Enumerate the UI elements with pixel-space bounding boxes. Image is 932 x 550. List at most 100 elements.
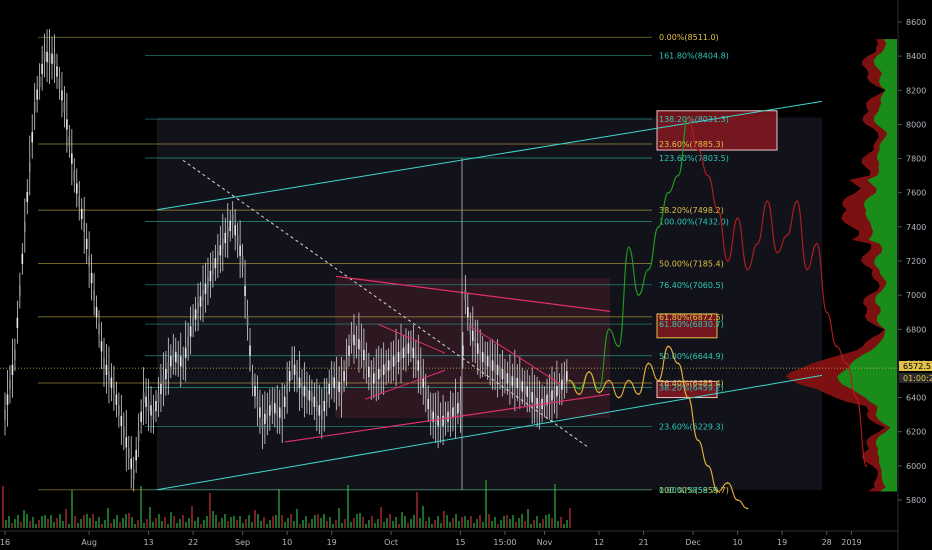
volume-bar: [341, 523, 343, 528]
candle-body: [429, 409, 432, 420]
inner-wedge-lower: [364, 369, 446, 400]
x-tick-label: 28: [822, 538, 832, 547]
volume-bar: [320, 518, 322, 528]
candle-body: [296, 371, 298, 382]
volume-bar: [107, 508, 109, 528]
volume-bar: [26, 514, 28, 528]
y-tick-label: 6200: [906, 428, 926, 437]
y-tick-label: 8000: [906, 120, 926, 129]
volume-bar: [95, 521, 97, 528]
projection-point: [637, 294, 640, 297]
candle-body: [43, 51, 46, 62]
candle-body: [266, 409, 269, 420]
volume-bar: [251, 522, 253, 528]
volume-bar: [485, 480, 487, 528]
fib-level-label: 76.40%(7060.5): [659, 281, 724, 290]
candle-body: [231, 214, 234, 226]
volume-bar: [353, 518, 355, 528]
fib-level-label: 0.00%(8511.0): [659, 33, 719, 42]
candle-body: [105, 364, 108, 375]
candle-body: [61, 90, 63, 101]
y-tick-label: 6000: [906, 462, 926, 471]
volume-bar: [359, 513, 361, 528]
candle-body: [14, 349, 16, 361]
fib-level-label: 38.20%(6459.2): [659, 383, 724, 392]
volume-bar: [5, 520, 7, 528]
candle-body: [427, 398, 430, 410]
candle-body: [476, 343, 479, 354]
candle-body: [244, 285, 246, 296]
volume-bar: [332, 524, 334, 528]
candle-body: [256, 396, 259, 407]
candle-body: [365, 358, 368, 369]
candle-body: [68, 136, 71, 147]
volume-bar: [551, 518, 553, 528]
volume-bar: [278, 489, 280, 528]
volume-bar: [398, 524, 400, 528]
projection-point: [756, 243, 759, 245]
candle-body: [174, 351, 177, 363]
candle-body: [187, 336, 189, 348]
candle-body: [494, 362, 496, 373]
candle-body: [437, 415, 439, 427]
volume-profile: [785, 39, 897, 492]
candle-body: [291, 358, 293, 369]
candle-body: [439, 418, 442, 429]
candle-body: [264, 413, 266, 425]
projection-point: [865, 464, 868, 467]
candle-body: [434, 413, 437, 425]
candle-body: [392, 356, 395, 367]
volume-bar: [458, 521, 460, 528]
volume-bar: [8, 516, 10, 528]
volume-bar: [308, 523, 310, 528]
volume-bar: [233, 516, 235, 528]
candle-body: [462, 345, 464, 356]
candle-body: [563, 375, 566, 386]
candle-body: [469, 324, 472, 335]
volume-bar: [101, 524, 103, 528]
candle-body: [499, 366, 501, 378]
candle-body: [31, 132, 34, 143]
volume-bar: [416, 492, 418, 528]
volume-bar: [302, 520, 304, 528]
x-tick-label: Nov: [537, 538, 553, 547]
volume-bar: [236, 520, 238, 528]
volume-bar: [125, 514, 127, 528]
projection-point: [707, 174, 709, 177]
candle-body: [328, 383, 331, 395]
volume-bar: [338, 508, 340, 528]
volume-bar: [512, 515, 514, 528]
candle-body: [239, 245, 241, 256]
volume-bar: [305, 516, 307, 528]
candle-body: [120, 415, 123, 427]
volume-bar: [317, 514, 319, 528]
candle-body: [504, 371, 506, 382]
candle-body: [464, 290, 467, 301]
candle-body: [222, 238, 224, 250]
candle-body: [147, 400, 150, 412]
volume-bar: [356, 514, 358, 528]
candle-body: [457, 403, 459, 414]
volume-bar: [290, 514, 292, 528]
volume-bar: [182, 515, 184, 528]
candle-body: [249, 345, 251, 356]
volume-bar: [431, 524, 433, 528]
projection-point: [726, 260, 729, 262]
x-tick-label: 19: [777, 538, 787, 547]
candle-body: [340, 383, 343, 395]
candle-body: [407, 343, 410, 354]
volume-bar: [137, 520, 139, 528]
candle-body: [236, 235, 239, 246]
fib-level-label: 50.00%(7185.4): [659, 259, 724, 268]
volume-bar: [482, 522, 484, 528]
projection-zone: [157, 117, 822, 490]
volume-bar: [224, 514, 226, 528]
candle-body: [402, 347, 405, 358]
x-tick-label: 10: [282, 538, 292, 547]
candle-body: [424, 388, 427, 399]
candle-body: [496, 364, 499, 375]
candle-body: [278, 407, 281, 418]
candle-body: [345, 358, 348, 369]
